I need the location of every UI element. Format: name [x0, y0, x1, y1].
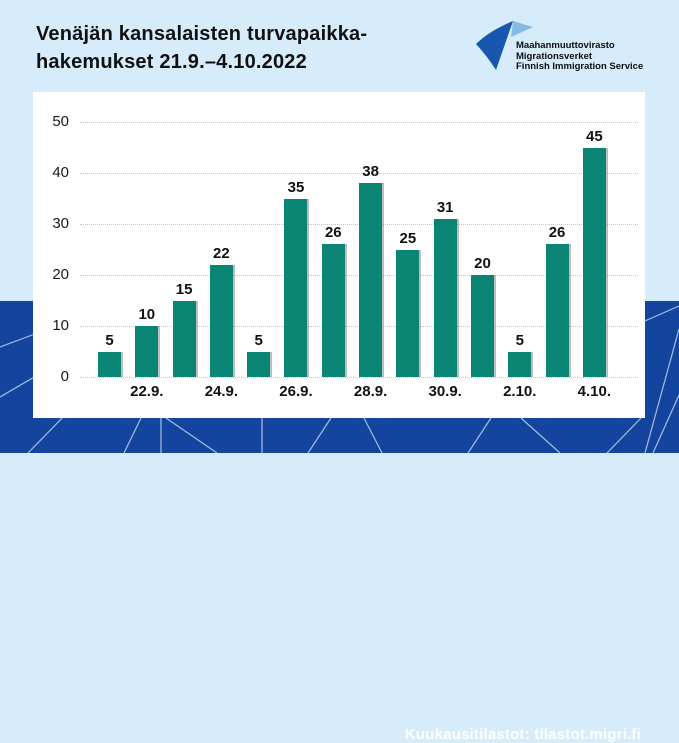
y-tick-label-10: 10	[52, 317, 69, 334]
y-tick-label-20: 20	[52, 266, 69, 283]
bar-value-label: 10	[138, 306, 156, 323]
bar-value-label: 31	[436, 198, 454, 216]
bar-column-2.10.: 5	[501, 331, 538, 377]
bar	[508, 351, 532, 377]
gridline-y-0	[80, 377, 638, 378]
y-tick-label-40: 40	[52, 164, 69, 181]
bar-value-label: 22	[213, 244, 230, 262]
x-tick-label-4.10.: 4.10.	[577, 383, 612, 400]
bar-column-4.10.: 45	[576, 127, 613, 377]
bar-column-3.10.: 26	[539, 225, 576, 377]
bar-value-label: 5	[105, 331, 114, 349]
x-tick-label-30.9.: 30.9.	[428, 383, 462, 400]
bar-column-26.9.: 35	[277, 178, 314, 377]
bar	[247, 351, 271, 377]
bar	[396, 249, 420, 377]
y-tick-label-50: 50	[52, 113, 69, 130]
x-tick-label-empty	[539, 383, 576, 400]
bar	[321, 244, 345, 377]
bar-value-label: 15	[175, 280, 193, 298]
x-tick-label-empty	[315, 383, 352, 400]
bar-value-label: 26	[324, 224, 342, 242]
logo-light-triangle	[511, 21, 533, 37]
migri-logo-icon	[476, 21, 533, 70]
bar	[172, 300, 196, 377]
bar-value-label: 20	[474, 255, 491, 272]
bar-value-label: 26	[548, 224, 566, 242]
bar-column-27.9.: 26	[315, 225, 352, 377]
bar	[470, 275, 494, 377]
x-axis-labels: 22.9. 24.9. 26.9. 28.9. 30.9. 2.10. 4.10.	[91, 383, 613, 400]
gridline-y-30	[80, 224, 638, 225]
bar	[433, 218, 457, 377]
logo-text-en: Finnish Immigration Service	[516, 61, 644, 72]
bar	[98, 351, 121, 377]
bar-column-1.10.: 20	[464, 256, 501, 377]
gridline-y-40	[80, 173, 638, 174]
bar-column-22.9.: 10	[128, 307, 165, 377]
bars-container: 5 10 15 22 5 35 26 38 25 31 20 5 26 45	[91, 92, 613, 377]
bar-column-29.9.: 25	[389, 229, 426, 377]
x-tick-label-26.9.: 26.9.	[279, 383, 313, 400]
logo-dark-triangle	[476, 21, 513, 70]
x-tick-label-24.9.: 24.9.	[204, 383, 239, 400]
bar-value-label: 5	[515, 331, 524, 349]
bar-column-21.9.: 5	[91, 331, 128, 377]
gridline-y-20	[80, 275, 638, 276]
footer-statistics-link: Kuukausitilastot: tilastot.migri.fi	[404, 726, 641, 743]
logo-text-fi: Maahanmuuttovirasto	[516, 40, 615, 51]
bar-value-label: 45	[586, 127, 603, 145]
gridline-y-50	[80, 122, 638, 123]
bar	[284, 198, 308, 377]
bar-column-28.9.: 38	[352, 164, 389, 377]
bar-value-label: 35	[287, 178, 305, 196]
y-tick-label-30: 30	[52, 215, 69, 232]
bar	[209, 264, 233, 377]
chart-panel: 0 10 20 30 40 50 5 10 15 22 5 35 26 38 25 31 20 5 26 45 22…	[33, 92, 645, 418]
x-tick-label-empty	[464, 383, 501, 400]
bar	[582, 147, 606, 377]
bar	[135, 326, 159, 377]
x-tick-label-28.9.: 28.9.	[353, 383, 388, 400]
bar-column-23.9.: 15	[166, 280, 203, 377]
bar-column-24.9.: 22	[203, 244, 240, 377]
x-tick-label-empty	[166, 383, 203, 400]
bar-column-30.9.: 31	[427, 198, 464, 377]
gridline-y-10	[80, 326, 638, 327]
x-tick-label-22.9.: 22.9.	[130, 383, 164, 400]
bar-value-label: 5	[254, 331, 263, 349]
bar-value-label: 38	[362, 163, 379, 181]
bar-value-label: 25	[399, 229, 417, 247]
x-tick-label-empty	[240, 383, 277, 400]
x-tick-label-empty	[91, 383, 128, 400]
x-tick-label-empty	[389, 383, 426, 400]
bar	[545, 244, 569, 377]
bar	[359, 183, 383, 377]
logo-text-sv: Migrationsverket	[516, 50, 593, 62]
x-tick-label-2.10.: 2.10.	[503, 383, 537, 400]
bar-column-25.9.: 5	[240, 331, 277, 377]
chart-title-line1: Venäjän kansalaisten turvapaikka-	[36, 23, 368, 45]
migri-logo-text: Maahanmuuttovirasto Migrationsverket Fin…	[516, 40, 644, 73]
chart-title-line2: hakemukset 21.9.–4.10.2022	[36, 51, 307, 73]
chart-title: Venäjän kansalaisten turvapaikka- hakemu…	[36, 20, 367, 76]
y-tick-label-0: 0	[60, 368, 69, 385]
